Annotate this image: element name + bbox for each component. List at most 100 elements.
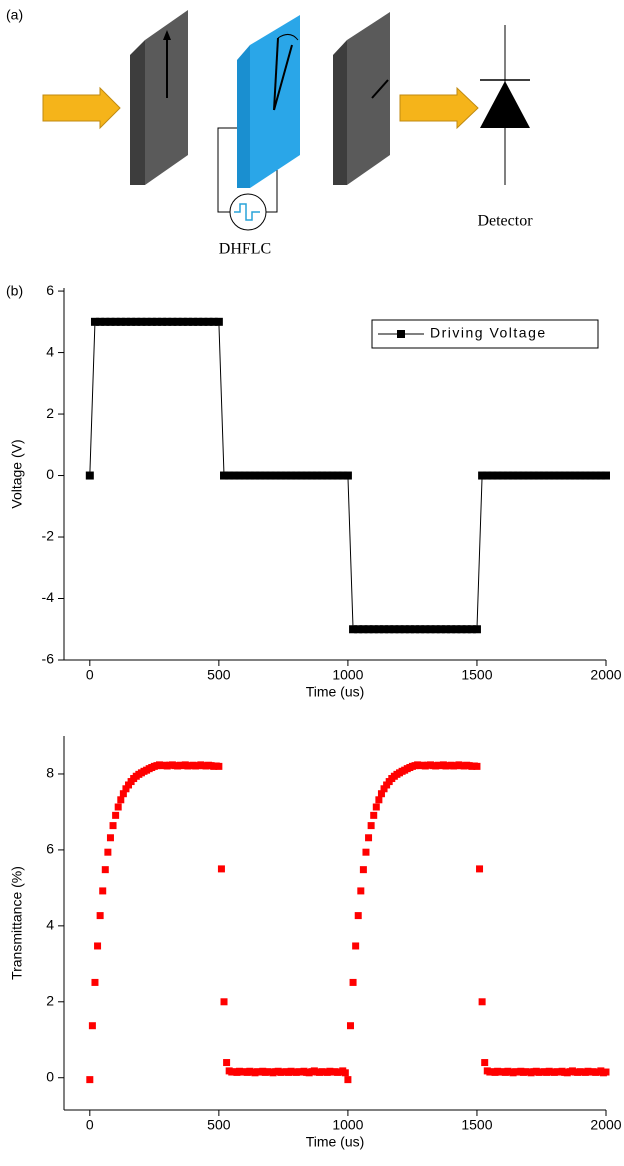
point	[514, 471, 523, 480]
lc-cell-edge	[237, 45, 250, 188]
point	[261, 471, 270, 480]
point	[565, 471, 574, 480]
point	[346, 1022, 354, 1030]
chart: 0 500 1000 1500 2000 0 2 4 6 8 Time (us) Transmitta…	[9, 736, 622, 1150]
point	[344, 1076, 352, 1084]
point	[122, 785, 130, 793]
point	[602, 1068, 610, 1076]
point	[483, 471, 492, 480]
point	[152, 317, 161, 326]
point	[276, 471, 285, 480]
point	[173, 317, 182, 326]
point	[473, 762, 481, 770]
point	[137, 317, 146, 326]
point	[281, 471, 290, 480]
point	[421, 625, 430, 634]
point	[106, 317, 115, 326]
point	[104, 848, 112, 856]
panel-label: (b)	[6, 283, 23, 299]
point	[550, 471, 559, 480]
point	[395, 625, 404, 634]
point	[245, 471, 254, 480]
point	[88, 1022, 96, 1030]
point	[101, 317, 110, 326]
point	[529, 471, 538, 480]
x-tick-label: 0	[86, 1117, 94, 1133]
point	[158, 317, 167, 326]
point	[333, 471, 342, 480]
point	[576, 471, 585, 480]
point	[341, 1069, 349, 1077]
point	[127, 317, 136, 326]
point	[271, 471, 280, 480]
point	[462, 625, 471, 634]
point	[101, 866, 109, 874]
point	[411, 625, 420, 634]
y-tick-label: 2	[46, 992, 54, 1008]
analyzer-arrow	[371, 79, 389, 99]
point	[318, 471, 327, 480]
point	[215, 762, 223, 770]
point	[225, 471, 234, 480]
point	[323, 471, 332, 480]
point	[354, 625, 363, 634]
point	[581, 471, 590, 480]
point	[121, 317, 130, 326]
y-tick-label: 4	[46, 917, 54, 933]
point	[498, 471, 507, 480]
x-tick-label: 500	[207, 1117, 231, 1133]
point	[478, 998, 486, 1006]
x-tick-label: 2000	[590, 1117, 621, 1133]
point	[359, 625, 368, 634]
rotation	[277, 34, 299, 41]
panel-label: (a)	[6, 7, 23, 23]
point	[178, 317, 187, 326]
y-tick-label: -4	[42, 589, 55, 605]
point	[292, 471, 301, 480]
x-tick-label: 500	[207, 667, 231, 683]
point	[545, 471, 554, 480]
y-tick-label: 0	[46, 1068, 54, 1084]
point	[354, 912, 362, 920]
point	[357, 887, 365, 895]
point	[168, 317, 177, 326]
point	[116, 317, 125, 326]
y-tick-label: 4	[46, 343, 54, 359]
point	[194, 317, 203, 326]
point	[349, 978, 357, 986]
point	[142, 317, 151, 326]
wire	[217, 127, 237, 213]
point	[199, 317, 208, 326]
component-label: Detector	[477, 213, 533, 230]
y-tick-label: 6	[46, 282, 54, 298]
point	[591, 471, 600, 480]
point	[112, 811, 120, 819]
diode	[480, 81, 530, 128]
point	[94, 942, 102, 950]
point	[509, 471, 518, 480]
point	[111, 317, 120, 326]
point	[452, 625, 461, 634]
point	[362, 848, 370, 856]
analyzer-edge	[333, 40, 347, 185]
point	[223, 1059, 231, 1067]
point	[307, 471, 316, 480]
point	[416, 625, 425, 634]
point	[476, 865, 484, 873]
y-tick-label: -6	[42, 651, 55, 667]
point	[447, 625, 456, 634]
point	[99, 887, 107, 895]
point	[400, 625, 409, 634]
point	[426, 625, 435, 634]
point	[86, 1076, 94, 1084]
point	[596, 471, 605, 480]
point	[377, 790, 385, 798]
y-axis-title: Transmittance (%)	[9, 866, 25, 980]
point	[586, 471, 595, 480]
diagram: (a) DHFLC Detector	[6, 7, 533, 258]
point	[524, 471, 533, 480]
point	[204, 317, 213, 326]
light-arrow	[42, 86, 121, 130]
point	[436, 625, 445, 634]
